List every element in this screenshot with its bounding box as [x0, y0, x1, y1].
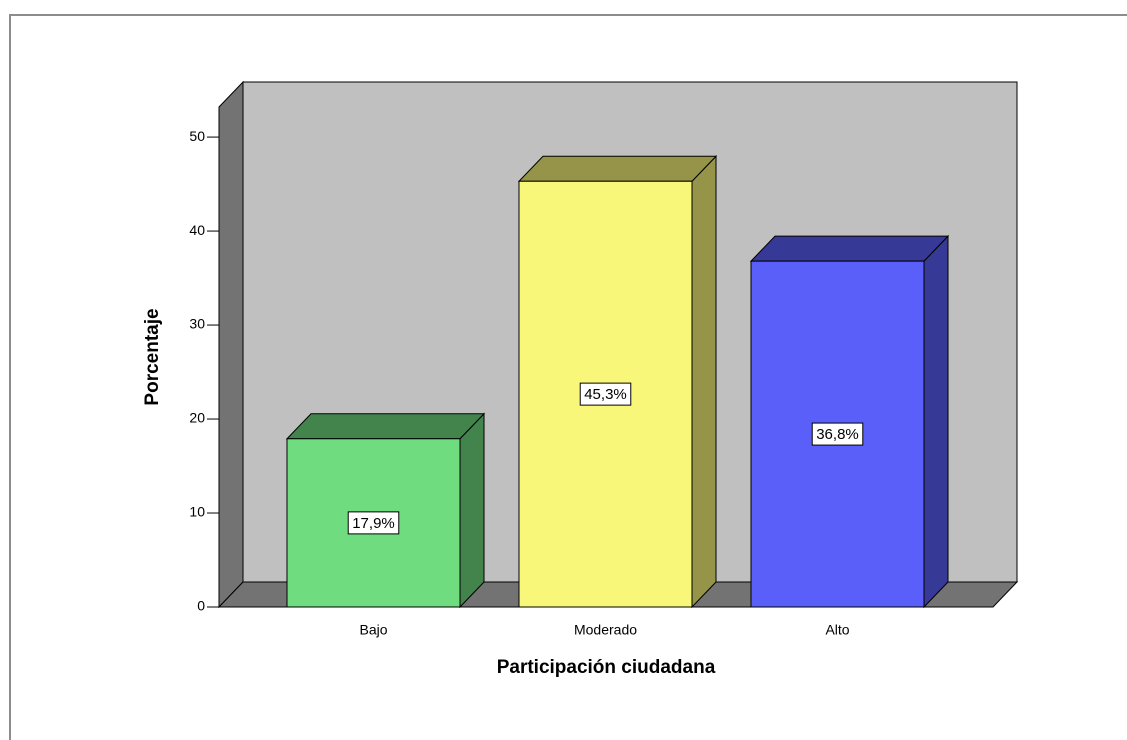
- value-label: 36,8%: [816, 426, 859, 443]
- bar-side: [923, 234, 949, 609]
- y-tick-label: 20: [189, 410, 205, 426]
- bar-side: [459, 412, 485, 609]
- value-label-box: [579, 382, 632, 406]
- bar-top: [285, 413, 486, 440]
- value-label-box: [811, 422, 864, 446]
- y-axis-title: Porcentaje: [142, 308, 163, 405]
- y-tick-label: 0: [197, 598, 205, 614]
- value-label: 17,9%: [352, 515, 395, 532]
- y-tick-label: 30: [189, 316, 205, 332]
- x-tick-label: Bajo: [359, 622, 387, 638]
- y-tick-label: 40: [189, 222, 205, 238]
- value-label: 45,3%: [584, 386, 627, 403]
- left-wall: [218, 80, 244, 609]
- x-tick-label: Moderado: [574, 622, 637, 638]
- bar-top: [749, 235, 950, 262]
- y-tick-label: 50: [189, 128, 205, 144]
- bar-side: [691, 155, 717, 609]
- x-tick-label: Alto: [825, 622, 849, 638]
- x-axis-title: Participación ciudadana: [497, 657, 716, 678]
- bar-top: [517, 155, 718, 182]
- frame: [9, 14, 1127, 740]
- y-tick-label: 10: [189, 504, 205, 520]
- value-label-box: [347, 511, 400, 535]
